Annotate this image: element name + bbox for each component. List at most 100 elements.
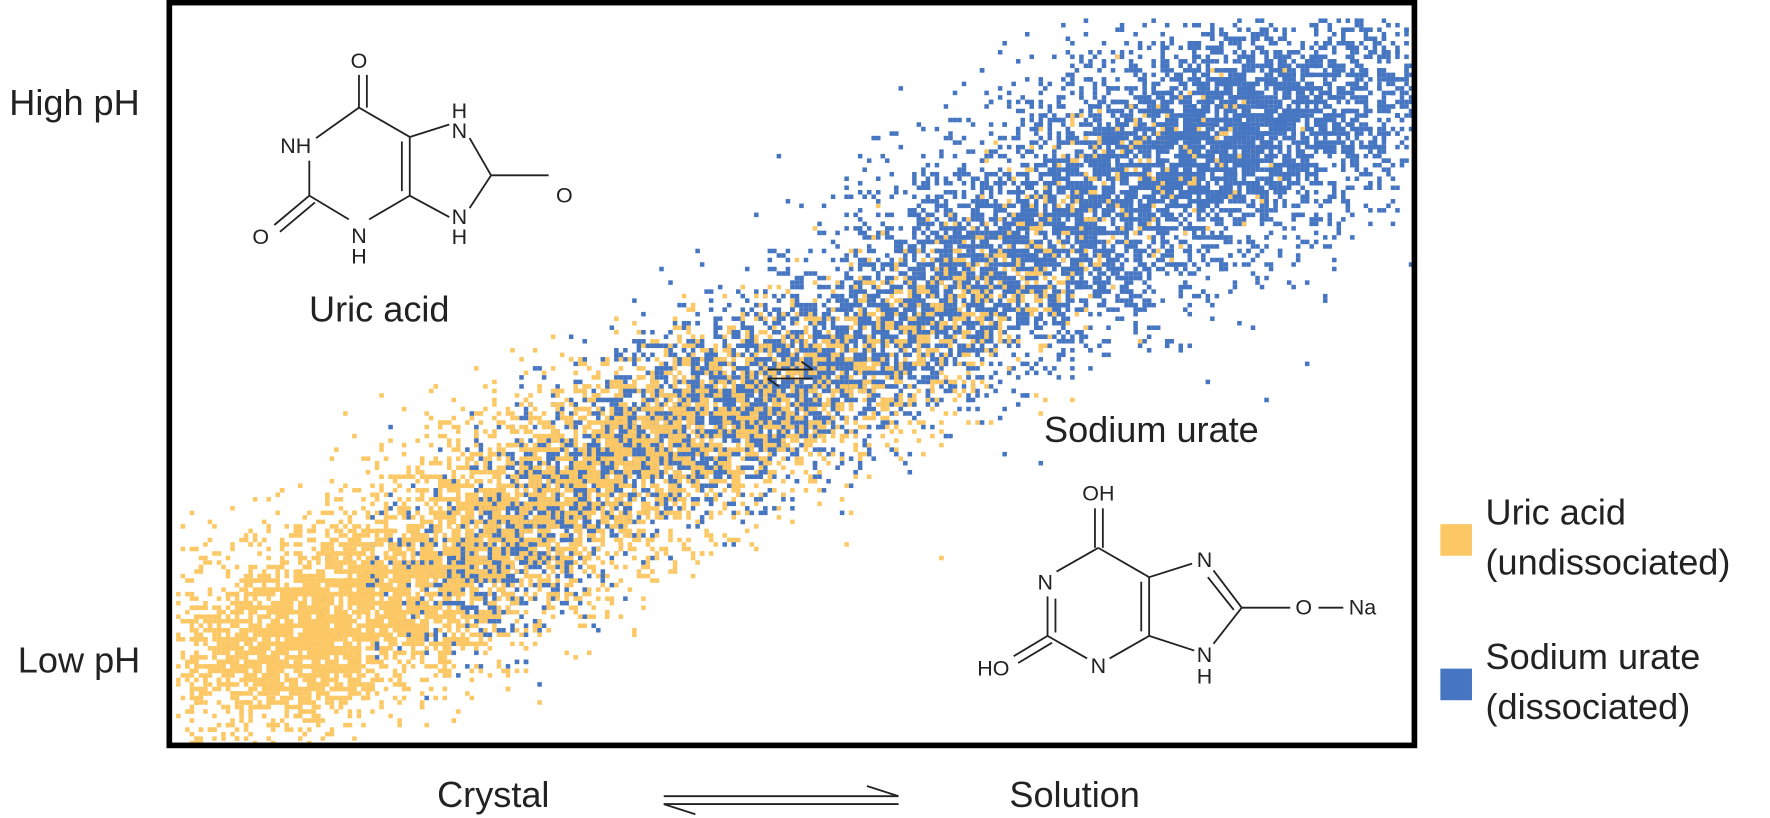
dot <box>302 673 308 678</box>
dot <box>839 280 845 285</box>
dot <box>857 460 863 466</box>
dot <box>1259 117 1265 123</box>
dot <box>636 424 642 430</box>
dot <box>1210 217 1215 222</box>
dot <box>857 370 863 376</box>
dot <box>1205 59 1211 64</box>
dot <box>1232 36 1238 42</box>
dot <box>1286 72 1292 78</box>
dot <box>713 320 718 326</box>
dot <box>1029 275 1035 281</box>
dot <box>708 384 714 389</box>
dot <box>966 325 971 330</box>
dot <box>618 537 624 543</box>
dot <box>957 307 962 312</box>
dot <box>1097 302 1102 308</box>
dot <box>176 664 181 669</box>
dot <box>835 230 840 236</box>
dot <box>1169 194 1174 200</box>
dot <box>275 655 280 660</box>
dot <box>686 420 691 425</box>
dot <box>925 311 931 317</box>
dot <box>388 582 393 588</box>
dot <box>812 397 818 403</box>
dot <box>875 357 881 362</box>
dot <box>492 609 497 615</box>
dot <box>302 655 308 660</box>
dot <box>370 641 375 647</box>
dot <box>717 433 723 439</box>
dot <box>1119 253 1125 258</box>
dot <box>1241 36 1247 42</box>
dot <box>1241 253 1247 258</box>
dot <box>916 361 922 367</box>
dot <box>1137 293 1143 299</box>
dot <box>975 217 980 222</box>
dot <box>347 515 353 520</box>
dot <box>1386 59 1391 64</box>
dot <box>1187 302 1193 308</box>
dot <box>1178 284 1184 290</box>
dot <box>392 682 398 687</box>
dot <box>1088 293 1093 299</box>
dot <box>1332 50 1337 55</box>
dot <box>1205 248 1211 254</box>
dot <box>618 469 624 475</box>
dot <box>352 488 357 493</box>
dot <box>1065 248 1071 254</box>
dot <box>1223 180 1229 186</box>
dot <box>447 623 452 628</box>
dot <box>1020 221 1025 227</box>
dot <box>388 569 393 574</box>
dot <box>745 329 750 335</box>
dot <box>916 212 922 218</box>
dot <box>790 451 795 457</box>
dot <box>1146 180 1152 186</box>
dot <box>1183 99 1188 105</box>
dot <box>871 311 876 317</box>
dot <box>875 402 881 407</box>
dot <box>894 185 899 191</box>
dot <box>1196 126 1202 132</box>
dot <box>984 262 989 267</box>
dot <box>1133 266 1138 272</box>
dot <box>361 587 366 592</box>
dot <box>1359 171 1364 177</box>
dot <box>1151 104 1156 109</box>
dot <box>1020 226 1025 231</box>
dot <box>1020 262 1025 267</box>
dot <box>1322 41 1328 46</box>
dot <box>862 325 867 330</box>
dot <box>329 555 335 561</box>
dot <box>623 348 628 353</box>
dot <box>1133 320 1138 326</box>
dot <box>483 406 488 412</box>
dot <box>1038 90 1044 96</box>
dot <box>1160 212 1165 218</box>
dot <box>1205 90 1211 96</box>
dot <box>532 348 538 353</box>
dot <box>934 271 940 276</box>
dot <box>275 492 280 498</box>
dot <box>997 167 1003 172</box>
dot <box>767 343 773 349</box>
dot <box>338 488 344 493</box>
dot <box>1088 325 1093 330</box>
dot <box>532 433 538 439</box>
dot <box>609 488 615 493</box>
dot <box>1286 41 1292 46</box>
dot <box>465 609 470 615</box>
dot <box>334 497 339 502</box>
dot <box>1047 212 1053 218</box>
dot <box>1291 262 1296 267</box>
dot <box>1273 131 1278 136</box>
dot <box>758 474 764 479</box>
dot <box>821 203 827 209</box>
dot <box>997 185 1003 191</box>
dot <box>1381 108 1387 114</box>
dot <box>772 442 777 448</box>
dot <box>573 379 578 385</box>
dot <box>681 361 687 367</box>
dot <box>600 542 606 547</box>
dot <box>668 506 673 511</box>
